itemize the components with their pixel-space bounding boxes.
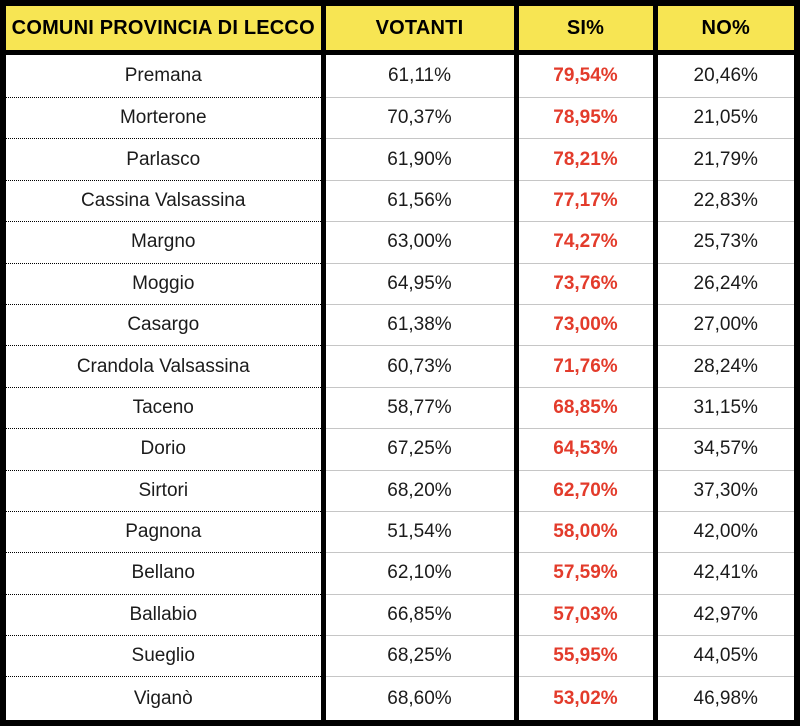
votanti-percent-cell: 58,77% <box>323 387 519 430</box>
no-percent-cell: 25,73% <box>655 221 797 264</box>
table-row: Bellano 62,10% 57,59% 42,41% <box>3 552 797 595</box>
votanti-percent-cell: 70,37% <box>323 97 519 140</box>
si-percent-cell: 57,59% <box>516 552 658 595</box>
header-votanti: VOTANTI <box>323 3 519 55</box>
table-row: Margno 63,00% 74,27% 25,73% <box>3 221 797 264</box>
comune-name-cell: Parlasco <box>3 138 326 181</box>
no-percent-cell: 21,79% <box>655 138 797 181</box>
si-percent-cell: 79,54% <box>516 52 658 98</box>
comune-name-cell: Morterone <box>3 97 326 140</box>
no-percent-cell: 44,05% <box>655 635 797 678</box>
si-percent-cell: 74,27% <box>516 221 658 264</box>
no-percent-cell: 37,30% <box>655 470 797 512</box>
comune-name-cell: Bellano <box>3 552 326 595</box>
no-percent-cell: 34,57% <box>655 428 797 471</box>
table-row: Premana 61,11% 79,54% 20,46% <box>3 52 797 98</box>
si-percent-cell: 57,03% <box>516 594 658 637</box>
votanti-percent-cell: 63,00% <box>323 221 519 264</box>
table-header: COMUNI PROVINCIA DI LECCO VOTANTI SI% NO… <box>3 3 797 55</box>
table-row: Dorio 67,25% 64,53% 34,57% <box>3 428 797 471</box>
comune-name-cell: Taceno <box>3 387 326 430</box>
no-percent-cell: 22,83% <box>655 180 797 223</box>
votanti-percent-cell: 62,10% <box>323 552 519 595</box>
si-percent-cell: 55,95% <box>516 635 658 678</box>
header-no-percent: NO% <box>655 3 797 55</box>
comune-name-cell: Viganò <box>3 676 326 723</box>
table-row: Viganò 68,60% 53,02% 46,98% <box>3 676 797 723</box>
no-percent-cell: 28,24% <box>655 345 797 388</box>
comune-name-cell: Casargo <box>3 304 326 347</box>
comune-name-cell: Sueglio <box>3 635 326 678</box>
si-percent-cell: 58,00% <box>516 511 658 554</box>
no-percent-cell: 46,98% <box>693 687 758 709</box>
votanti-percent-cell: 68,20% <box>323 470 519 512</box>
no-percent-cell: 21,05% <box>655 97 797 140</box>
table-row: Casargo 61,38% 73,00% 27,00% <box>3 304 797 347</box>
no-percent-cell: 20,46% <box>655 52 797 98</box>
comune-name-cell: Margno <box>3 221 326 264</box>
table-row: Moggio 64,95% 73,76% 26,24% <box>3 263 797 305</box>
comune-name-cell: Premana <box>3 52 326 98</box>
comune-name-cell: Pagnona <box>3 511 326 554</box>
no-percent-cell: 26,24% <box>655 263 797 305</box>
si-percent-cell: 73,00% <box>516 304 658 347</box>
votanti-percent-cell: 68,25% <box>323 635 519 678</box>
no-percent-cell: 42,97% <box>655 594 797 637</box>
header-si-percent: SI% <box>516 3 658 55</box>
votanti-percent-cell: 66,85% <box>323 594 519 637</box>
si-percent-cell: 62,70% <box>516 470 658 512</box>
votanti-percent-cell: 60,73% <box>323 345 519 388</box>
votanti-percent-cell: 67,25% <box>323 428 519 471</box>
comune-name-cell: Dorio <box>3 428 326 471</box>
votanti-percent-cell: 61,11% <box>323 52 519 98</box>
table-row: Pagnona 51,54% 58,00% 42,00% <box>3 511 797 554</box>
comune-name-cell: Ballabio <box>3 594 326 637</box>
si-percent-cell: 73,76% <box>516 263 658 305</box>
header-comuni-provincia-di-lecco: COMUNI PROVINCIA DI LECCO <box>3 3 326 55</box>
table-row: Taceno 58,77% 68,85% 31,15% <box>3 387 797 430</box>
comune-name-cell: Sirtori <box>3 470 326 512</box>
no-percent-cell: 42,41% <box>655 552 797 595</box>
comune-name-cell: Moggio <box>3 263 326 305</box>
votanti-percent-cell: 61,56% <box>323 180 519 223</box>
table-row: Ballabio 66,85% 57,03% 42,97% <box>3 594 797 637</box>
si-percent-cell: 53,02% <box>516 676 658 723</box>
comune-name-cell: Crandola Valsassina <box>3 345 326 388</box>
si-percent-cell: 64,53% <box>516 428 658 471</box>
table-row: Sirtori 68,20% 62,70% 37,30% <box>3 470 797 512</box>
si-percent-cell: 68,85% <box>516 387 658 430</box>
votanti-percent-cell: 51,54% <box>323 511 519 554</box>
comune-name-cell: Cassina Valsassina <box>3 180 326 223</box>
no-percent-cell: 42,00% <box>655 511 797 554</box>
table-row: Crandola Valsassina 60,73% 71,76% 28,24% <box>3 345 797 388</box>
votanti-percent-cell: 61,90% <box>323 138 519 181</box>
table-row: Parlasco 61,90% 78,21% 21,79% <box>3 138 797 181</box>
votanti-percent-cell: 64,95% <box>323 263 519 305</box>
si-percent-cell: 78,95% <box>516 97 658 140</box>
table-body: Premana 61,11% 79,54% 20,46% Morterone 7… <box>3 52 797 723</box>
no-percent-cell: 27,00% <box>655 304 797 347</box>
si-percent-cell: 77,17% <box>516 180 658 223</box>
header-row: COMUNI PROVINCIA DI LECCO VOTANTI SI% NO… <box>3 3 797 55</box>
table-row: Morterone 70,37% 78,95% 21,05% <box>3 97 797 140</box>
si-percent-cell: 71,76% <box>516 345 658 388</box>
no-percent-cell: 31,15% <box>655 387 797 430</box>
votanti-percent-cell: 68,60% <box>323 676 519 723</box>
votanti-percent-cell: 61,38% <box>323 304 519 347</box>
si-percent-cell: 78,21% <box>516 138 658 181</box>
table-row: Sueglio 68,25% 55,95% 44,05% <box>3 635 797 678</box>
table-row: Cassina Valsassina 61,56% 77,17% 22,83% <box>3 180 797 223</box>
